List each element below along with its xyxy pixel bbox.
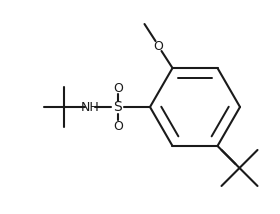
Text: S: S	[114, 100, 122, 114]
Text: NH: NH	[81, 101, 99, 113]
Text: O: O	[113, 82, 123, 95]
Text: O: O	[153, 40, 164, 52]
Text: O: O	[113, 119, 123, 132]
